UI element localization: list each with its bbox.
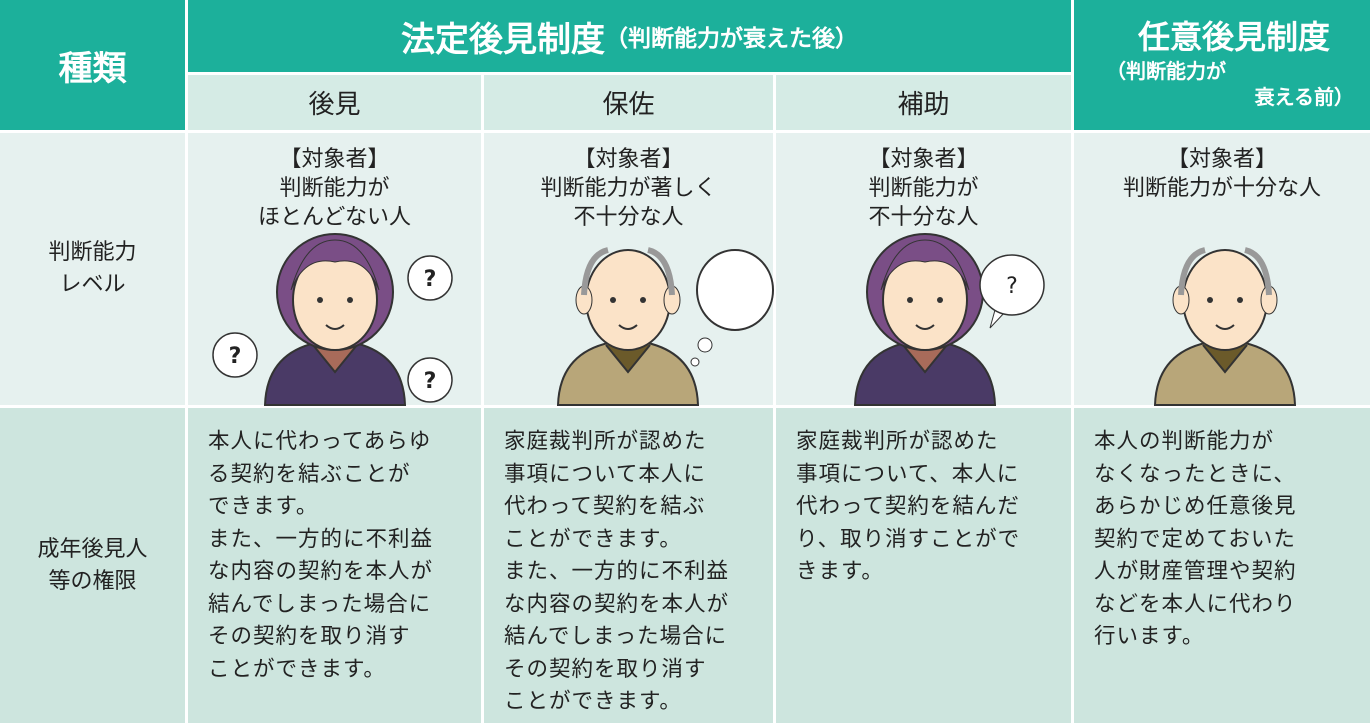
text-line: 家庭裁判所が認めた (796, 429, 999, 454)
text-line: り、取り消すことがで (796, 526, 1021, 552)
hair (1178, 247, 1272, 296)
question-mark: ? (424, 369, 437, 394)
hair (581, 247, 675, 296)
bangs (880, 239, 970, 291)
collar (605, 344, 651, 374)
eye (937, 297, 943, 303)
text-line: できます。 (208, 494, 319, 519)
text-line: 結んでしまった場合に (208, 591, 432, 617)
text-line: る契約を結ぶことが (208, 461, 411, 487)
rights-cell: 本人に代わってあらゆ る契約を結ぶことが できます。また、一方的に不利益 な内容の契約… (188, 408, 481, 723)
text-line: 事項について、本人に (796, 461, 1020, 487)
text-line: な内容の契約を本人が (208, 559, 434, 584)
rights-cell: 本人の判断能力が なくなったときに、 あらかじめ任意後見 契約で定めておいた 人が財産管… (1074, 408, 1370, 723)
text-line: 本人の判断能力が (1094, 429, 1275, 454)
text-line: その契約を取り消す (208, 624, 411, 649)
mouth (1215, 324, 1235, 330)
collar (902, 344, 948, 374)
type-header: 種類 (0, 0, 185, 130)
eye (317, 297, 323, 303)
text-line: あらかじめ任意後見 (1094, 494, 1297, 519)
question-bubble (407, 255, 453, 301)
thought-cloud (696, 249, 774, 331)
text-line: 判断能力が十分な人 (1122, 176, 1321, 201)
text-line: 不十分な人 (868, 205, 979, 230)
face (1182, 249, 1268, 351)
question-mark: ? (1006, 274, 1018, 299)
text-line: 【対象者】 (868, 147, 979, 172)
text-line: 判断能力が著しく (540, 176, 717, 201)
text-line: な内容の契約を本人が (504, 591, 730, 617)
text-line: その契約を取り消す (504, 656, 707, 682)
kind-header: 保佐 (484, 75, 773, 130)
text-line: 【対象者】 (279, 147, 390, 172)
text-line: 人が財産管理や契約 (1094, 559, 1297, 584)
face (585, 249, 671, 351)
question-bubble (407, 357, 453, 403)
text-line: 事項について本人に (504, 461, 706, 487)
text-line: 本人に代わってあらゆ (208, 429, 432, 454)
text-line: などを本人に代わり (1094, 591, 1297, 617)
mouth (915, 324, 935, 330)
rights-cell: 家庭裁判所が認めた 事項について、本人に 代わって契約を結んだ り、取り消すことができ… (776, 408, 1071, 723)
eye (610, 297, 616, 303)
question-mark: ? (424, 267, 437, 292)
text-line: 結んでしまった場合に (504, 624, 728, 649)
kind-header: 後見 (188, 75, 481, 130)
eye (640, 297, 646, 303)
text-line: 等の権限 (48, 568, 137, 594)
text-line: また、一方的に不利益 (504, 559, 730, 584)
text-line: ことができます。 (504, 526, 682, 552)
text-line: 判断能力が (279, 176, 390, 201)
question-bubble (212, 332, 258, 378)
text-line: 成年後見人 (37, 536, 148, 562)
voluntary-header: 任意後見制度 （判断能力が 衰える前） (1074, 0, 1370, 130)
bangs (290, 239, 380, 291)
kind-header: 補助 (776, 75, 1071, 130)
text-line: なくなったときに、 (1094, 461, 1296, 487)
text-line: また、一方的に不利益 (208, 526, 434, 552)
statutory-header: 法定後見制度 （判断能力が衰えた後） (188, 0, 1071, 72)
text-line: ことができます。 (504, 689, 682, 714)
eye (1207, 297, 1213, 303)
collar (1202, 344, 1248, 374)
text-line: 行います。 (1094, 624, 1205, 649)
text-line: ほとんどない人 (258, 205, 411, 230)
mouth (325, 324, 345, 330)
text-line: きます。 (796, 559, 884, 584)
row-label: 判断能力 レベル (0, 133, 185, 405)
voluntary-note: 衰える前） (1254, 85, 1354, 109)
row-label: 成年後見人 等の権限 (0, 408, 185, 723)
eye (1237, 297, 1243, 303)
thought-dot (697, 337, 713, 353)
text-line: 判断能力 (48, 240, 137, 265)
question-mark: ? (229, 344, 242, 369)
eye (907, 297, 913, 303)
speech-tail (989, 309, 1006, 329)
collar (312, 344, 358, 374)
rights-cell: 家庭裁判所が認めた 事項について本人に 代わって契約を結ぶ ことができます。また、一方… (484, 408, 773, 723)
voluntary-title: 任意後見制度 (1137, 18, 1330, 56)
speech-bubble (979, 254, 1045, 316)
text-line: 代わって契約を結んだ (796, 494, 1020, 519)
text-line: 家庭裁判所が認めた (504, 429, 707, 454)
thought-dot (690, 357, 700, 367)
text-line: 【対象者】 (573, 147, 684, 172)
text-line: ことができます。 (208, 656, 386, 682)
text-line: レベル (59, 272, 126, 297)
text-line: 不十分な人 (573, 205, 684, 230)
text-line: 【対象者】 (1166, 147, 1277, 172)
statutory-title: 法定後見制度 (401, 19, 605, 60)
statutory-note: （判断能力が衰えた後） (605, 26, 858, 52)
eye (347, 297, 353, 303)
text-line: 判断能力が (868, 176, 979, 201)
mouth (618, 324, 638, 330)
text-line: 代わって契約を結ぶ (504, 494, 706, 519)
voluntary-note: （判断能力が (1106, 59, 1226, 83)
text-line: 契約で定めておいた (1094, 526, 1296, 552)
